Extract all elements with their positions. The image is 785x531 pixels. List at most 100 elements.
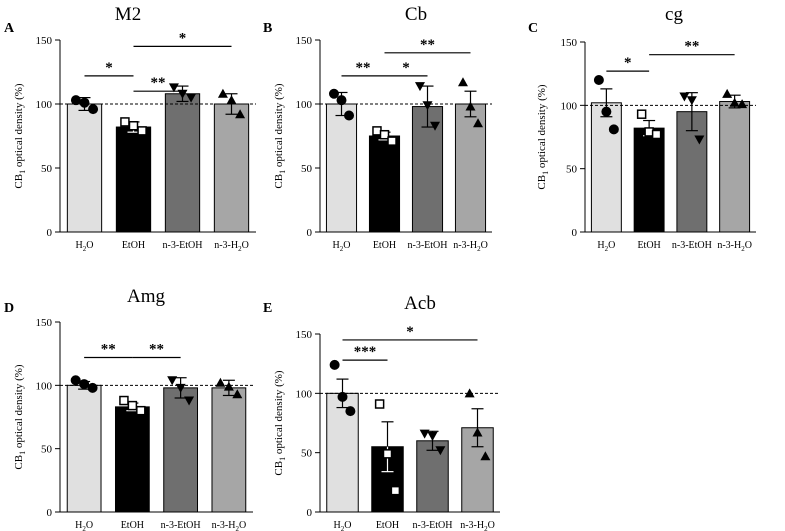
chart-title: cg xyxy=(665,4,683,25)
data-point xyxy=(215,377,226,387)
data-point xyxy=(737,99,748,109)
data-point xyxy=(387,136,397,146)
y-tick-label: 0 xyxy=(47,227,53,239)
data-point xyxy=(119,395,129,406)
chart-title: M2 xyxy=(115,4,141,25)
data-point xyxy=(70,375,81,386)
data-point xyxy=(235,109,246,119)
data-point xyxy=(379,129,390,140)
bar xyxy=(590,102,622,233)
category-label: EtOH xyxy=(376,520,399,531)
chart-panel-d: D Amg 0 50 100 150 CB1 optical density (%) H2O E… xyxy=(4,286,253,531)
bar xyxy=(211,387,247,513)
bar xyxy=(66,103,103,233)
bar xyxy=(213,103,250,233)
data-point xyxy=(87,382,98,393)
data-point xyxy=(168,83,179,93)
y-tick-label: 100 xyxy=(36,99,53,111)
bar xyxy=(676,111,708,233)
data-point xyxy=(601,106,612,117)
bar xyxy=(416,440,449,513)
y-tick-label: 100 xyxy=(296,388,313,400)
bar xyxy=(454,103,487,233)
data-point xyxy=(223,381,234,391)
y-tick-label: 150 xyxy=(36,35,53,47)
data-point xyxy=(390,485,401,496)
bar xyxy=(719,101,751,233)
bar xyxy=(633,127,665,233)
chart-title: Cb xyxy=(405,4,427,25)
data-point xyxy=(175,383,186,393)
category-label: H2O xyxy=(76,240,94,253)
chart-panel-a: A M2 0 50 100 150 CB1 optical density (%) H2O Et… xyxy=(4,4,256,253)
data-point xyxy=(414,82,425,92)
y-axis-label: CB1 optical density (%) xyxy=(13,83,27,188)
bar xyxy=(115,126,152,233)
category-label: n-3-H2O xyxy=(460,520,495,531)
y-tick-label: 0 xyxy=(47,507,53,519)
category-label: n-3-EtOH xyxy=(413,520,453,531)
significance-label: * xyxy=(179,30,187,46)
data-point xyxy=(167,376,178,386)
y-tick-label: 150 xyxy=(296,35,313,47)
category-label: n-3-H2O xyxy=(717,240,752,253)
category-label: n-3-EtOH xyxy=(163,240,203,251)
data-point xyxy=(419,429,430,439)
y-axis-label: CB1 optical density (%) xyxy=(273,83,287,188)
chart-panel-b: B Cb 0 50 100 150 CB1 optical density (%) H2O Et… xyxy=(263,4,492,253)
data-point xyxy=(465,101,476,111)
bar xyxy=(368,135,401,233)
category-label: n-3-EtOH xyxy=(161,520,201,531)
data-point xyxy=(636,109,647,119)
y-axis-label: CB1 optical density (%) xyxy=(273,370,287,475)
category-label: EtOH xyxy=(637,240,660,251)
data-point xyxy=(136,405,146,416)
y-tick-label: 100 xyxy=(296,99,313,111)
y-tick-label: 100 xyxy=(561,100,578,112)
chart-title: Amg xyxy=(127,286,166,307)
significance-label: ** xyxy=(356,60,371,76)
category-label: EtOH xyxy=(121,520,144,531)
category-label: n-3-H2O xyxy=(453,240,488,253)
y-tick-label: 50 xyxy=(301,163,313,175)
significance-label: *** xyxy=(354,344,377,360)
y-tick-label: 50 xyxy=(301,448,313,460)
data-point xyxy=(430,121,441,131)
panel-label: B xyxy=(263,21,272,36)
data-point xyxy=(345,406,356,417)
data-point xyxy=(457,77,468,87)
data-point xyxy=(427,432,438,442)
category-label: H2O xyxy=(75,520,93,531)
bar xyxy=(66,384,102,513)
y-tick-label: 0 xyxy=(572,227,578,239)
y-tick-label: 0 xyxy=(307,227,313,239)
data-point xyxy=(328,88,339,99)
significance-label: * xyxy=(105,60,113,76)
data-point xyxy=(435,446,446,456)
data-point xyxy=(186,93,197,103)
y-axis-label: CB1 optical density (%) xyxy=(13,364,27,469)
panel-label: E xyxy=(263,301,272,316)
data-point xyxy=(337,391,348,402)
bar xyxy=(164,93,201,233)
y-tick-label: 0 xyxy=(307,507,313,519)
data-point xyxy=(184,396,195,406)
category-label: EtOH xyxy=(373,240,396,251)
bar xyxy=(325,103,358,233)
y-tick-label: 100 xyxy=(36,380,53,392)
data-point xyxy=(226,95,237,105)
category-label: n-3-EtOH xyxy=(672,240,712,251)
data-point xyxy=(679,92,690,102)
panel-label: D xyxy=(4,301,14,316)
chart-title: Acb xyxy=(404,293,436,314)
y-tick-label: 150 xyxy=(561,37,578,49)
data-point xyxy=(344,110,355,121)
data-point xyxy=(651,129,662,140)
data-point xyxy=(374,399,385,409)
y-tick-label: 150 xyxy=(36,317,53,329)
panel-label: C xyxy=(528,21,538,36)
bar xyxy=(163,387,199,513)
significance-label: ** xyxy=(101,341,116,357)
category-label: EtOH xyxy=(122,240,145,251)
chart-panel-e: E Acb 0 50 100 150 CB1 optical density (%) H2O E… xyxy=(263,293,500,531)
